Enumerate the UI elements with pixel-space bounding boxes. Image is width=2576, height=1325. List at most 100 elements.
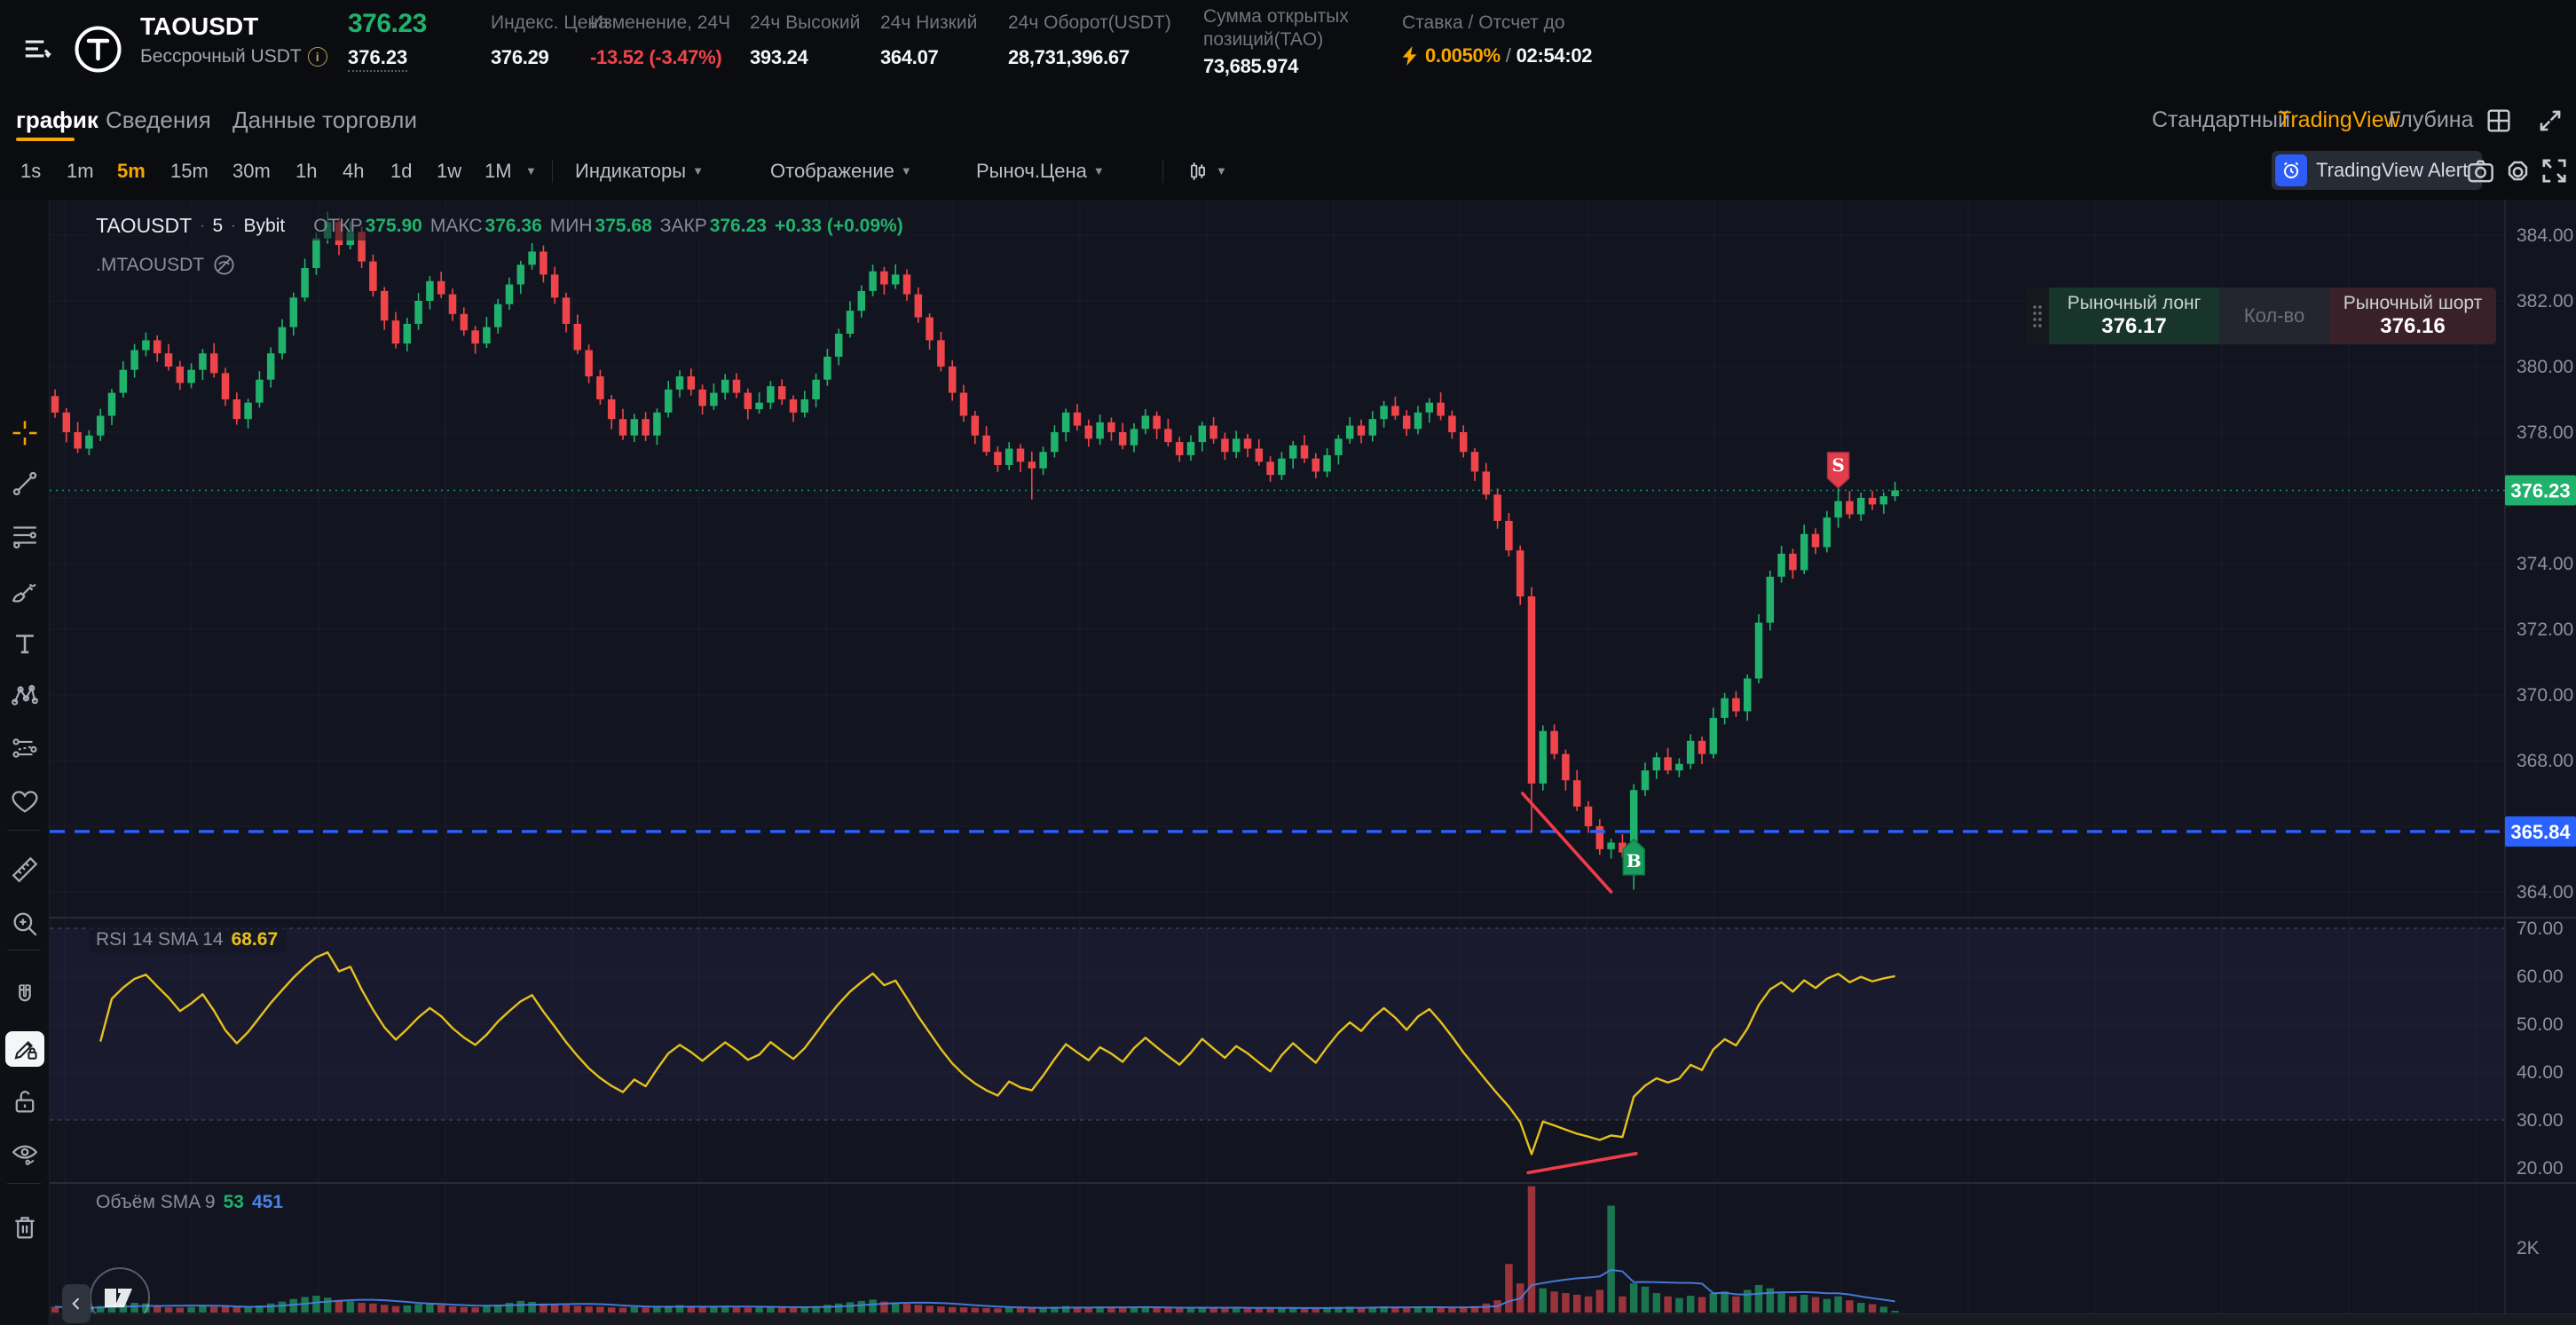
- candle-body: [96, 415, 105, 436]
- measure-ruler-icon[interactable]: [10, 855, 40, 885]
- candle-body: [959, 392, 968, 416]
- candle-body: [573, 323, 582, 351]
- tf-1s[interactable]: 1s: [20, 160, 42, 182]
- candle-body: [358, 232, 366, 262]
- quantity-field[interactable]: Кол-во: [2219, 288, 2329, 344]
- tf-dropdown-caret[interactable]: ▼: [525, 164, 537, 177]
- ohlc-legend[interactable]: TAOUSDT · 5 · Bybit ОТКР 375.90 МАКС 376.3…: [89, 211, 912, 241]
- volume-bar: [1209, 1307, 1217, 1313]
- favorites-heart-icon[interactable]: [10, 786, 40, 816]
- tf-30m[interactable]: 30m: [232, 160, 271, 182]
- candle-body: [1153, 415, 1161, 430]
- volume-bar: [1527, 1186, 1536, 1313]
- view-tradingview[interactable]: TradingView: [2278, 107, 2400, 132]
- view-depth[interactable]: Глубина: [2389, 107, 2474, 132]
- view-standard[interactable]: Стандартный: [2152, 107, 2290, 132]
- drawing-lock-active-button[interactable]: [5, 1031, 44, 1067]
- info-icon[interactable]: i: [307, 47, 327, 67]
- tf-1h[interactable]: 1h: [295, 160, 318, 182]
- volume-bar: [266, 1303, 275, 1313]
- index-series-legend[interactable]: .MTAOUSDT: [89, 250, 246, 280]
- trade-panel-drag-handle[interactable]: [2026, 288, 2049, 344]
- candle-body: [721, 379, 729, 393]
- tradingview-alert-button[interactable]: TradingView Alert: [2272, 151, 2483, 190]
- menu-display[interactable]: Отображение ▼: [770, 160, 912, 182]
- tab-overview[interactable]: Сведения: [106, 106, 211, 133]
- rsi-legend[interactable]: RSI 14 SMA 14 68.67: [89, 927, 288, 953]
- screenshot-camera-icon[interactable]: [2465, 155, 2496, 186]
- candle-body: [1629, 790, 1638, 853]
- volume-bar: [199, 1305, 207, 1313]
- candle-body: [505, 284, 514, 304]
- forecast-tool-icon[interactable]: [10, 733, 40, 763]
- candle-body: [653, 412, 661, 436]
- candle-body: [744, 392, 752, 410]
- delete-drawings-trash-icon[interactable]: [10, 1212, 40, 1242]
- tf-4h[interactable]: 4h: [343, 160, 365, 182]
- volume-bar: [1595, 1290, 1604, 1313]
- menu-market-price[interactable]: Рыноч.Цена ▼: [976, 160, 1105, 182]
- mark-price[interactable]: 376.23: [348, 46, 408, 72]
- candle-body: [948, 367, 957, 393]
- volume-legend[interactable]: Объём SMA 9 53 451: [89, 1189, 293, 1216]
- symbol-name[interactable]: TAOUSDT: [140, 12, 259, 40]
- expand-diagonal-icon[interactable]: [2536, 106, 2564, 135]
- crosshair-tool-icon[interactable]: [10, 418, 40, 448]
- candle-body: [1527, 596, 1536, 784]
- candle-body: [540, 251, 547, 275]
- candle-body: [1028, 461, 1036, 469]
- rsi-tick-label: 60.00: [2517, 966, 2564, 987]
- volume-bar: [1834, 1296, 1842, 1313]
- candle-body: [1164, 429, 1172, 443]
- tf-15m[interactable]: 15m: [170, 160, 209, 182]
- chart-canvas-area[interactable]: [0, 200, 2576, 1325]
- chart-settings-gear-icon[interactable]: [2502, 155, 2533, 186]
- marker-letter: B: [1627, 850, 1642, 872]
- volume-bar: [1414, 1306, 1422, 1313]
- volume-bar: [1096, 1306, 1104, 1313]
- volume-bar: [948, 1306, 957, 1313]
- tab-trading-data[interactable]: Данные торговли: [232, 106, 417, 133]
- pattern-tool-icon[interactable]: [10, 681, 40, 711]
- candle-body: [1266, 461, 1274, 476]
- market-selector-icon[interactable]: [21, 32, 55, 66]
- hide-drawings-eye-icon[interactable]: [10, 1140, 40, 1170]
- tf-5m[interactable]: 5m: [117, 160, 146, 182]
- zoom-in-icon[interactable]: [10, 909, 40, 939]
- candle-style-menu[interactable]: ▼: [1186, 142, 1227, 200]
- volume-bar: [891, 1302, 900, 1313]
- sidebar-collapse-chevron[interactable]: [62, 1284, 91, 1323]
- tab-chart[interactable]: график: [16, 106, 98, 133]
- time-axis-strip[interactable]: [0, 1313, 2576, 1325]
- volume-bar: [937, 1306, 945, 1313]
- tf-1w[interactable]: 1w: [437, 160, 462, 182]
- volume-bar: [346, 1301, 355, 1313]
- brush-tool-icon[interactable]: [10, 577, 40, 607]
- magnet-tool-icon[interactable]: [10, 982, 40, 1012]
- volume-bar: [51, 1306, 59, 1313]
- fib-lines-tool-icon[interactable]: [10, 520, 40, 550]
- candle-body: [1505, 520, 1513, 551]
- price-tick-label: 374.00: [2517, 554, 2573, 574]
- candle-body: [199, 353, 207, 370]
- candle-body: [153, 340, 161, 354]
- unlock-tool-icon[interactable]: [10, 1086, 40, 1116]
- tf-1m[interactable]: 1m: [67, 160, 94, 182]
- fullscreen-icon[interactable]: [2539, 155, 2570, 186]
- menu-indicators[interactable]: Индикаторы ▼: [575, 160, 704, 182]
- market-long-button[interactable]: Рыночный лонг 376.17: [2049, 288, 2219, 344]
- text-tool-icon[interactable]: [10, 628, 40, 659]
- sidebar-divider: [7, 830, 41, 831]
- candle-body: [1300, 445, 1309, 459]
- tf-1d[interactable]: 1d: [390, 160, 413, 182]
- tf-1M[interactable]: 1M: [484, 160, 512, 182]
- candle-body: [1891, 490, 1899, 497]
- candle-body: [209, 353, 218, 374]
- drawing-tools-sidebar: [0, 200, 50, 1325]
- layout-grid-icon[interactable]: [2485, 106, 2513, 135]
- eye-off-icon[interactable]: [212, 253, 236, 277]
- market-short-button[interactable]: Рыночный шорт 376.16: [2329, 288, 2496, 344]
- trend-line-tool-icon[interactable]: [10, 469, 40, 499]
- candle-body: [1368, 419, 1377, 436]
